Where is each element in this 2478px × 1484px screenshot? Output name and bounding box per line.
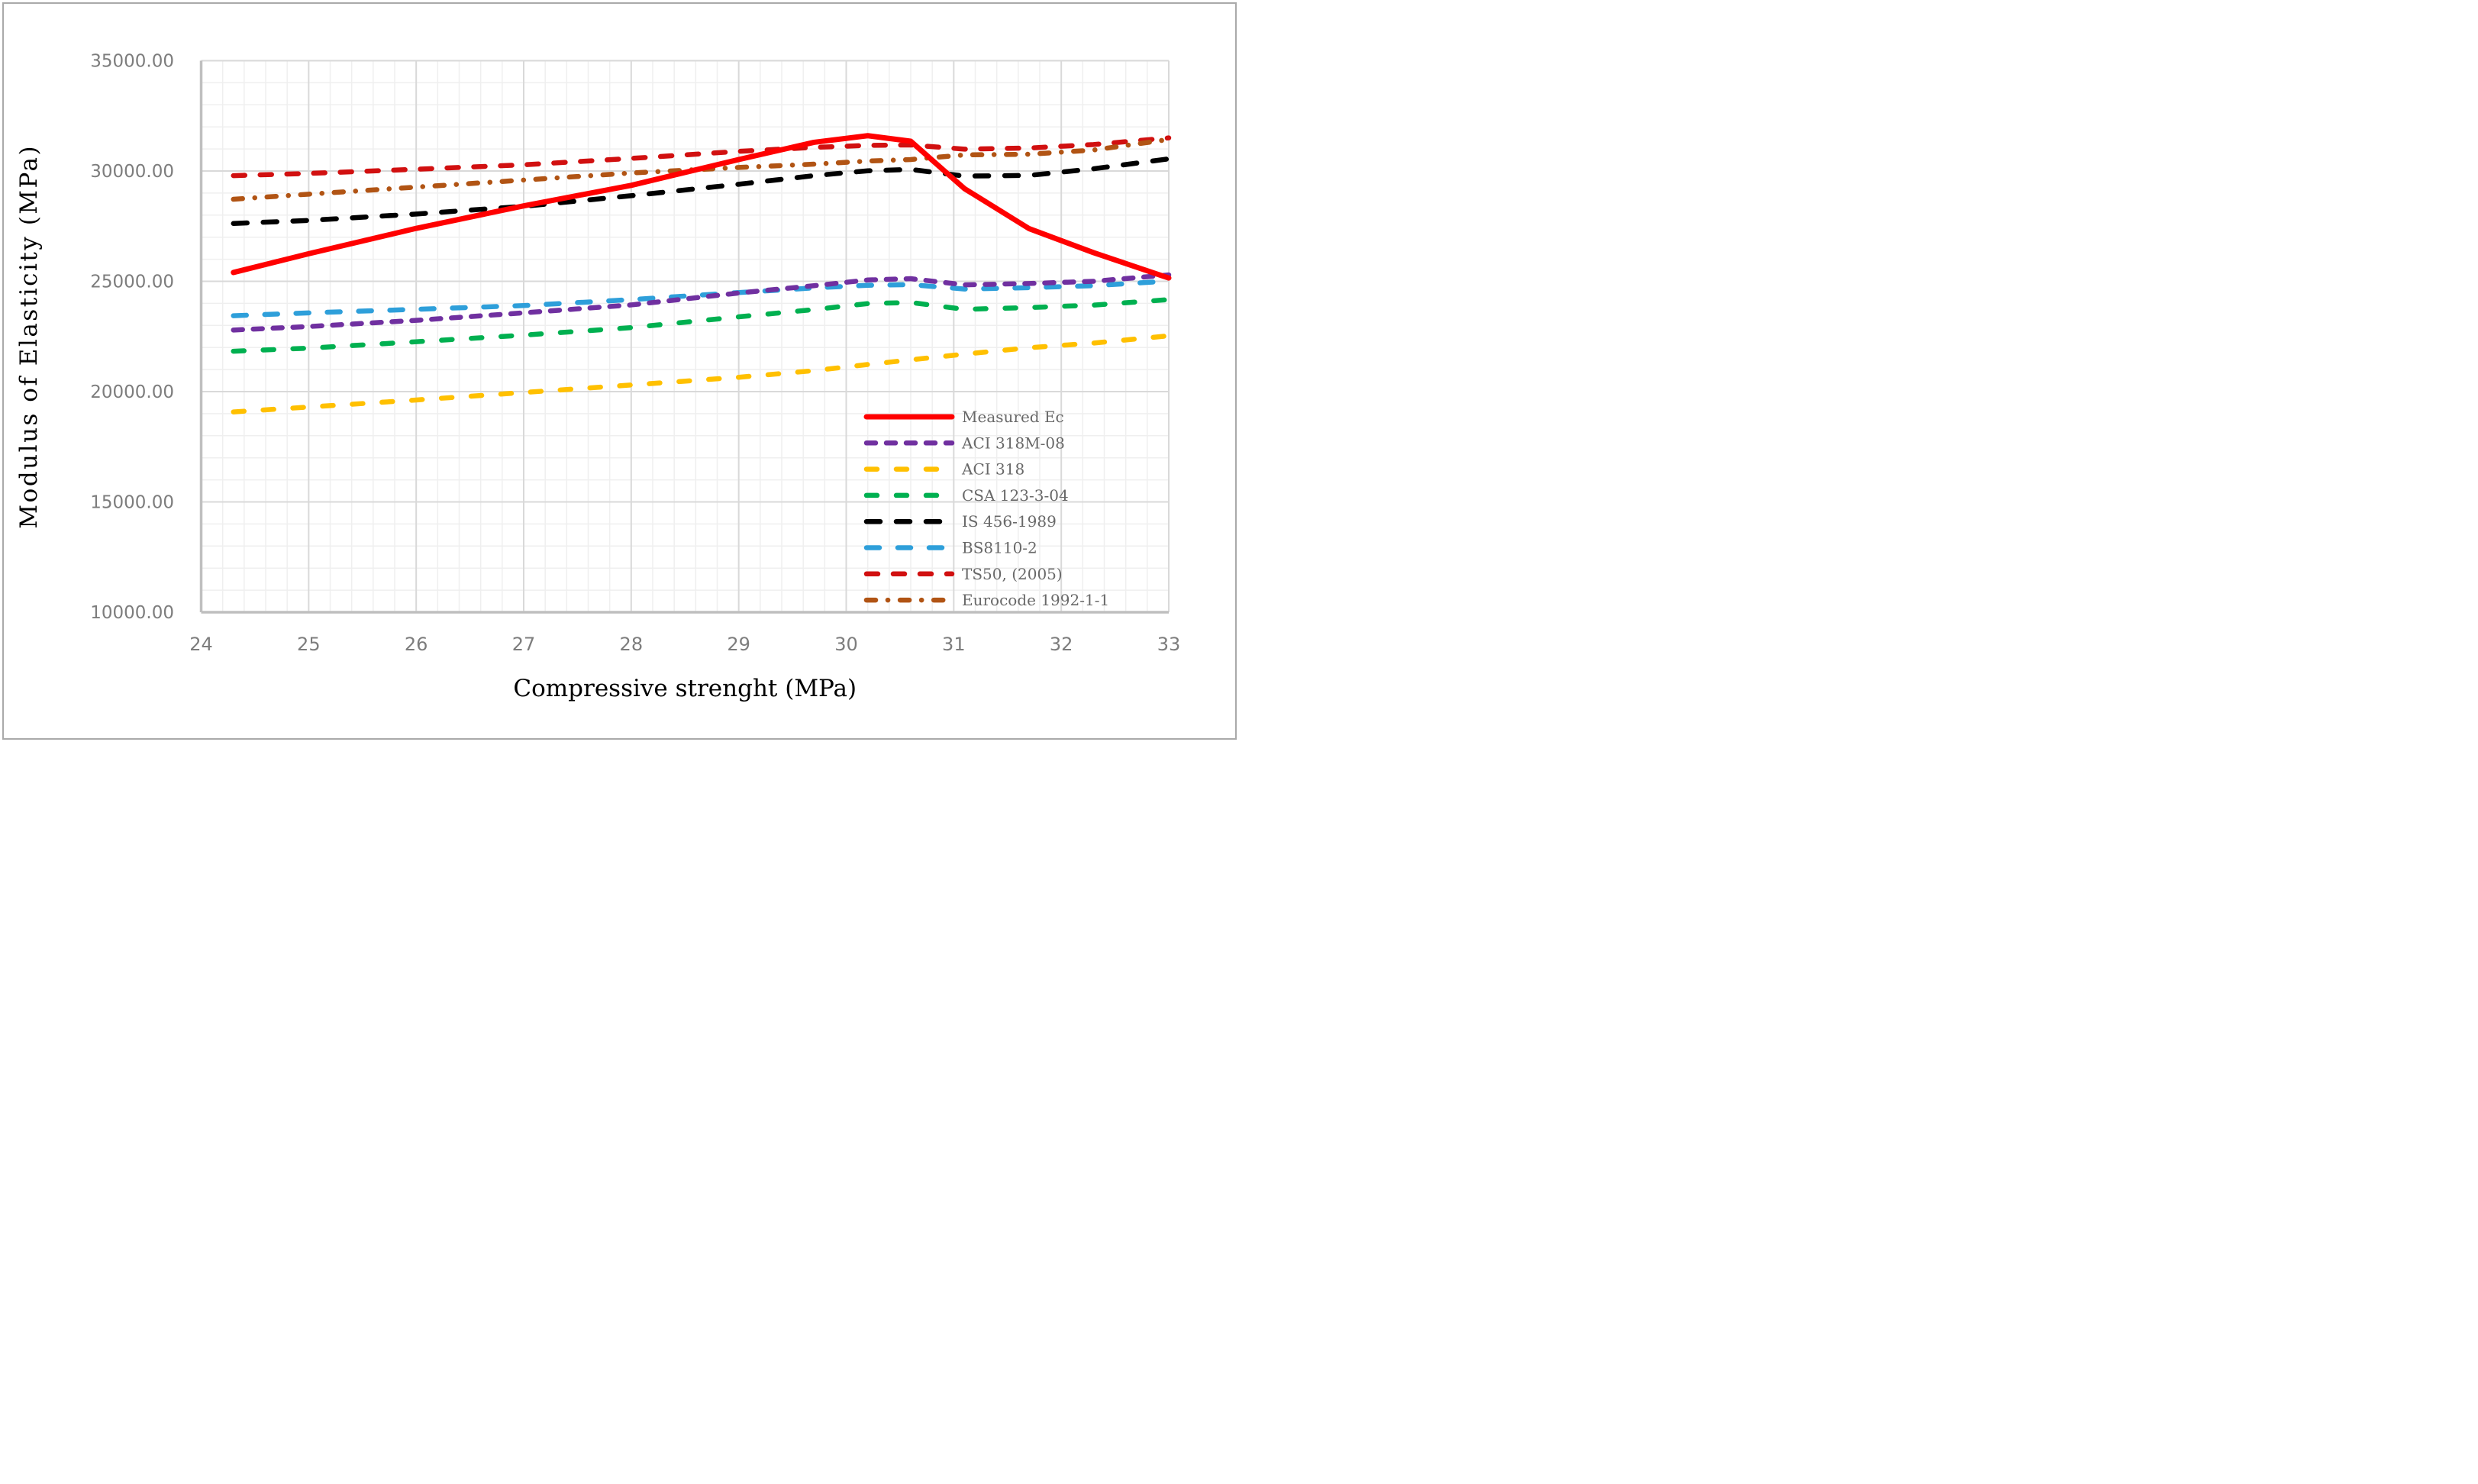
legend-item-label: CSA 123-3-04 (962, 486, 1069, 505)
series-line-measured-ec (231, 133, 1172, 281)
y-tick-label: 15000.00 (90, 493, 174, 513)
x-tick-label: 27 (512, 634, 536, 655)
series-line-eurocode-1992-1-1 (231, 137, 1172, 202)
legend-item-label: ACI 318 (961, 460, 1024, 479)
legend-item-label: ACI 318M-08 (961, 434, 1065, 452)
series-line-aci-318m-08 (231, 272, 1172, 333)
y-tick-label: 30000.00 (90, 162, 174, 182)
y-tick-label: 25000.00 (90, 273, 174, 292)
x-tick-label: 24 (189, 634, 213, 655)
x-tick-label: 31 (942, 634, 966, 655)
legend-item-label: TS50, (2005) (962, 565, 1063, 583)
y-tick-label: 35000.00 (90, 52, 174, 72)
figure-border (2, 2, 1237, 740)
x-tick-label: 30 (834, 634, 858, 655)
x-tick-label: 33 (1157, 634, 1181, 655)
x-tick-label: 32 (1050, 634, 1073, 655)
series-line-bs8110-2 (231, 278, 1172, 318)
x-tick-label: 26 (405, 634, 428, 655)
legend-item-label: Eurocode 1992-1-1 (962, 591, 1109, 609)
y-axis-title: Modulus of Elasticity (MPa) (15, 144, 43, 529)
legend-item-label: Measured Ec (962, 408, 1064, 426)
y-tick-label: 10000.00 (90, 603, 174, 623)
line-chart: 35000.00 30000.00 25000.00 20000.00 15000.00… (15, 52, 1181, 703)
series-line-csa-123-3-04 (231, 297, 1172, 354)
series-line-is-456-1989 (231, 156, 1172, 227)
chart-figure: 35000.00 30000.00 25000.00 20000.00 15000.00… (0, 0, 1239, 742)
x-tick-label: 25 (297, 634, 321, 655)
x-tick-label: 28 (620, 634, 644, 655)
legend-item-label: IS 456-1989 (962, 512, 1057, 531)
legend-item-label: BS8110-2 (962, 539, 1037, 557)
series-line-aci-318 (231, 333, 1172, 415)
x-tick-label: 29 (727, 634, 750, 655)
y-tick-label: 20000.00 (90, 382, 174, 402)
x-axis-title: Compressive strenght (MPa) (513, 675, 857, 702)
